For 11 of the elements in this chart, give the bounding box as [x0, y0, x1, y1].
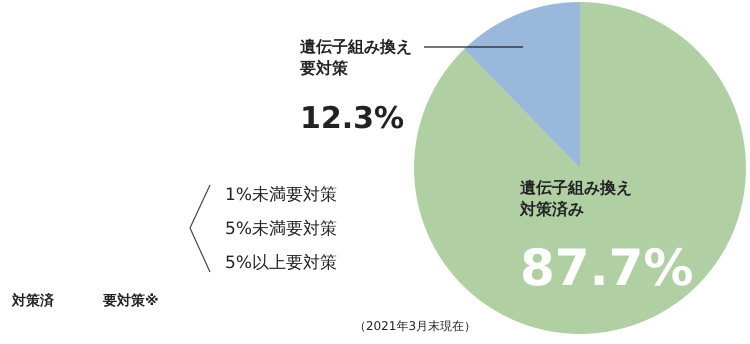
- data-label: 87.7%: [520, 239, 694, 297]
- text: 要対策※: [102, 292, 159, 309]
- text: 5%以上要対策: [225, 253, 337, 273]
- pie-slice: [464, 2, 580, 168]
- text: （2021年3月末現在）: [354, 319, 476, 333]
- text: 対策済: [11, 292, 55, 309]
- text: 5%未満要対策: [225, 219, 337, 239]
- text: 1%未満要対策: [225, 185, 337, 205]
- data-label: 12.3%: [300, 101, 404, 136]
- slice-label: 遺伝子組み換え対策済み: [519, 178, 632, 219]
- slice-label: 遺伝子組み換え要対策: [299, 37, 412, 78]
